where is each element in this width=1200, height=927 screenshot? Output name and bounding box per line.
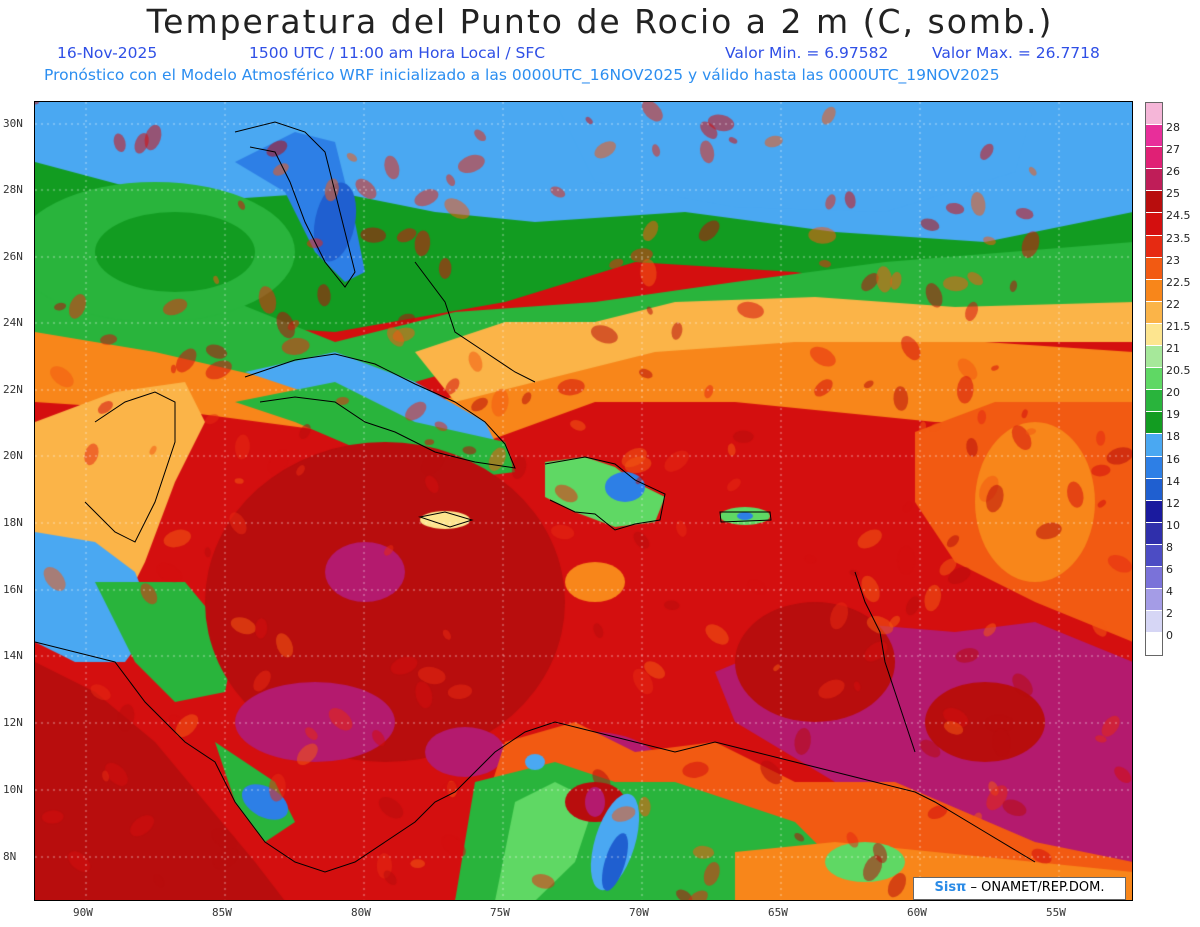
legend-box xyxy=(1146,213,1162,236)
legend-label: 20 xyxy=(1166,386,1180,400)
legend-box xyxy=(1146,368,1162,391)
legend-label: 24.5 xyxy=(1166,209,1191,223)
min-value: Valor Min. = 6.97582 xyxy=(725,44,889,62)
lon-tick-55w: 55W xyxy=(1046,906,1066,919)
lat-tick-12n: 12N xyxy=(3,716,23,729)
lat-tick-8n: 8N xyxy=(3,850,17,863)
legend-box xyxy=(1146,633,1162,656)
legend-box xyxy=(1146,191,1162,214)
central-america-coast xyxy=(35,641,1036,873)
lat-tick-28n: 28N xyxy=(3,183,23,196)
lon-tick-75w: 75W xyxy=(490,906,510,919)
model-info: Pronóstico con el Modelo Atmosférico WRF… xyxy=(44,66,1000,84)
credit-box: Sisπ – ONAMET/REP.DOM. xyxy=(913,877,1126,900)
legend-label: 26 xyxy=(1166,165,1180,179)
legend-label: 21 xyxy=(1166,342,1180,355)
legend-label: 27 xyxy=(1166,143,1180,157)
lat-tick-14n: 14N xyxy=(3,649,23,662)
lon-tick-60w: 60W xyxy=(907,906,927,919)
sispi-logo: Sisπ xyxy=(934,880,967,895)
legend-box xyxy=(1146,611,1162,634)
lat-tick-16n: 16N xyxy=(3,583,23,596)
legend-box xyxy=(1146,147,1162,170)
legend-box xyxy=(1146,566,1162,590)
legend-label: 12 xyxy=(1166,496,1180,510)
legend-box xyxy=(1146,500,1162,523)
forecast-date: 16-Nov-2025 xyxy=(57,44,158,62)
legend-box xyxy=(1146,412,1162,435)
lat-tick-18n: 18N xyxy=(3,516,23,529)
forecast-time: 1500 UTC / 11:00 am Hora Local / SFC xyxy=(249,44,546,62)
lon-tick-85w: 85W xyxy=(212,906,232,919)
legend-box xyxy=(1146,544,1162,567)
max-value: Valor Max. = 26.7718 xyxy=(932,44,1100,62)
legend-label: 0 xyxy=(1166,629,1173,643)
legend-label: 2 xyxy=(1166,607,1173,621)
legend-label: 19 xyxy=(1166,408,1180,422)
legend-label: 16 xyxy=(1166,452,1180,466)
legend-label: 23.5 xyxy=(1166,231,1191,245)
legend-label: 14 xyxy=(1166,474,1180,488)
lon-tick-70w: 70W xyxy=(629,906,649,919)
cuba-coast xyxy=(244,353,516,469)
legend-label: 22 xyxy=(1166,297,1180,311)
puerto-rico-coast xyxy=(719,511,772,523)
florida-coast xyxy=(234,121,356,288)
coastlines xyxy=(35,121,1036,873)
lat-tick-24n: 24N xyxy=(3,316,23,329)
legend-label: 6 xyxy=(1166,563,1173,576)
color-legend xyxy=(1145,102,1163,657)
lat-tick-22n: 22N xyxy=(3,383,23,396)
hispaniola-coast xyxy=(544,456,666,531)
legend-box xyxy=(1146,323,1162,347)
lat-tick-20n: 20N xyxy=(3,449,23,462)
map-title: Temperatura del Punto de Rocio a 2 m (C,… xyxy=(146,2,1054,41)
legend-box xyxy=(1146,301,1162,324)
credit-text: – ONAMET/REP.DOM. xyxy=(966,880,1105,895)
jamaica-coast xyxy=(418,511,474,528)
legend-label: 22.5 xyxy=(1166,275,1191,289)
legend-box xyxy=(1146,478,1162,501)
lat-tick-26n: 26N xyxy=(3,250,23,263)
legend-box xyxy=(1146,103,1162,126)
legend-label: 25 xyxy=(1166,187,1180,201)
lon-tick-80w: 80W xyxy=(351,906,371,919)
legend-box xyxy=(1146,390,1162,413)
legend-label: 10 xyxy=(1166,518,1180,532)
legend-label: 28 xyxy=(1166,121,1180,134)
lat-tick-30n: 30N xyxy=(3,117,23,130)
bahamas-coast xyxy=(414,261,536,383)
legend-label: 21.5 xyxy=(1166,319,1191,333)
legend-label: 4 xyxy=(1166,585,1173,599)
legend-label: 18 xyxy=(1166,430,1180,444)
legend-label: 8 xyxy=(1166,540,1173,554)
legend-label: 20.5 xyxy=(1166,364,1191,378)
legend-box xyxy=(1146,279,1162,302)
legend-box xyxy=(1146,434,1162,457)
lon-tick-65w: 65W xyxy=(768,906,788,919)
legend-box xyxy=(1146,125,1162,148)
legend-box xyxy=(1146,257,1162,280)
legend-box xyxy=(1146,456,1162,479)
legend-box xyxy=(1146,169,1162,192)
yucatan-coast xyxy=(84,391,176,543)
legend-box xyxy=(1146,346,1162,369)
legend-box xyxy=(1146,522,1162,545)
legend-label: 23 xyxy=(1166,253,1180,267)
antilles-coast xyxy=(854,571,916,753)
legend-box xyxy=(1146,235,1162,258)
legend-box xyxy=(1146,589,1162,612)
lon-tick-90w: 90W xyxy=(73,906,93,919)
lat-tick-10n: 10N xyxy=(3,783,23,796)
